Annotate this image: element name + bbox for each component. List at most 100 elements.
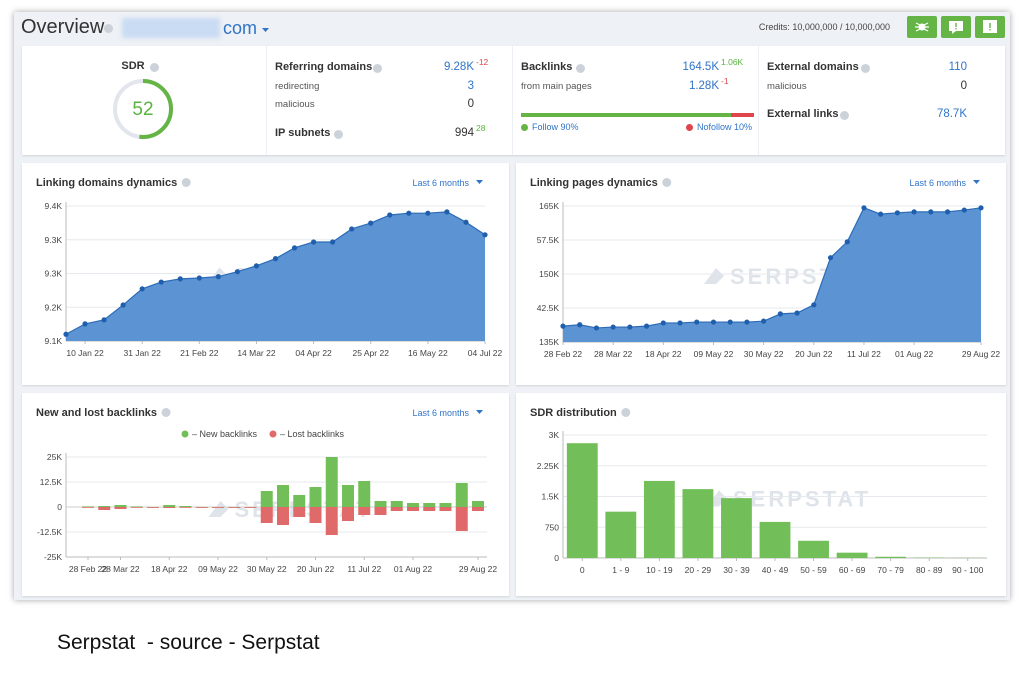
x-tick-label: 18 Apr 22 (151, 564, 188, 574)
x-tick-label: 40 - 49 (762, 565, 789, 575)
point (82, 321, 88, 327)
bar (439, 503, 452, 507)
y-tick-label: 9.3K (45, 269, 63, 279)
bar (836, 552, 868, 558)
info-icon (576, 64, 585, 73)
point (644, 323, 650, 329)
bar (195, 507, 208, 508)
bar (147, 507, 159, 508)
period-dropdown: Last 6 months (909, 178, 966, 188)
x-tick-label: 28 Mar 22 (594, 349, 633, 359)
bar (260, 491, 273, 507)
caret (476, 410, 483, 414)
point (310, 239, 317, 245)
x-tick-label: 90 - 100 (952, 565, 983, 575)
button-feedback[interactable] (941, 16, 971, 38)
point (593, 325, 600, 331)
x-tick-label: 50 - 59 (800, 565, 827, 575)
bar (130, 507, 143, 508)
x-tick-label: 30 May 22 (247, 564, 287, 574)
stat-value[interactable]: 9.28K (443, 61, 474, 73)
stat-value: 994 (454, 127, 474, 139)
sdr-value: 52 (132, 99, 153, 120)
y-tick-label: 9.1K (45, 336, 63, 346)
point (139, 286, 145, 292)
bar (566, 443, 598, 558)
x-tick-label: 04 Jul 22 (468, 348, 503, 358)
point (482, 232, 488, 238)
x-tick-label: 10 - 19 (646, 565, 673, 575)
stat-label: External links (767, 108, 839, 120)
legend-label: – Lost backlinks (280, 429, 345, 439)
domain[interactable]: com (223, 18, 258, 38)
y-tick-label: 0 (57, 502, 62, 512)
bar (82, 507, 94, 508)
x-tick-label: 29 Aug 22 (459, 564, 498, 574)
x-tick-label: 60 - 69 (839, 565, 866, 575)
point (861, 205, 867, 211)
bar (390, 501, 403, 507)
point (196, 275, 202, 281)
stat-value[interactable]: 164.5K (682, 61, 719, 73)
sdr-gauge: 52 (113, 79, 173, 139)
bar (260, 507, 273, 523)
x-tick-label: 09 May 22 (694, 349, 734, 359)
point (761, 318, 767, 324)
point (368, 220, 374, 226)
point (694, 319, 700, 325)
point (560, 323, 566, 329)
row-value: 0 (467, 98, 474, 110)
credits: Credits: 10,000,000 / 10,000,000 (758, 22, 890, 32)
y-tick-label: 9.3K (45, 235, 63, 245)
bar (293, 495, 306, 507)
point (330, 239, 336, 245)
stat-value[interactable]: 78.7K (936, 108, 967, 120)
bar (277, 485, 289, 507)
point (610, 324, 616, 330)
x-tick-label: 28 Feb 22 (69, 564, 108, 574)
area (563, 207, 981, 342)
y-tick-label: -12.5K (37, 527, 62, 537)
stat-change: 28 (476, 123, 486, 133)
bar (798, 540, 829, 558)
point (794, 310, 800, 316)
caption: Serpstat - source - Serpstat (57, 631, 320, 654)
info-icon (373, 64, 382, 73)
point (710, 319, 717, 325)
point (425, 210, 431, 216)
point (387, 212, 393, 218)
bar (309, 487, 322, 507)
y-tick-label: -25K (44, 552, 62, 562)
x-tick-label: 04 Apr 22 (295, 348, 332, 358)
row-value[interactable]: 3 (467, 80, 474, 92)
info-icon (861, 64, 870, 73)
button-spider[interactable] (907, 16, 937, 38)
bar (472, 507, 484, 511)
bar (98, 507, 111, 510)
bar (293, 507, 306, 517)
point (291, 245, 298, 251)
point (101, 317, 107, 323)
row-value[interactable]: 1.28K (688, 80, 719, 92)
bar (721, 498, 752, 558)
bar (163, 505, 176, 507)
point (928, 209, 934, 215)
point (577, 322, 583, 328)
bar (407, 507, 419, 511)
point (253, 263, 260, 269)
button-help[interactable] (975, 16, 1005, 38)
point (844, 239, 850, 245)
x-tick-label: 16 May 22 (408, 348, 448, 358)
point (827, 255, 834, 261)
bar (277, 507, 289, 525)
bar (759, 521, 791, 558)
bar (244, 507, 257, 508)
point (120, 302, 126, 308)
stat-value[interactable]: 110 (948, 61, 967, 73)
x-tick-label: 70 - 79 (877, 565, 904, 575)
chart: SDR distribution SERPSTAT 0 750 1.5K 2.25K 3K 0… (530, 407, 987, 575)
y-tick-label: 135K (539, 337, 559, 347)
x-tick-label: 18 Apr 22 (645, 349, 682, 359)
